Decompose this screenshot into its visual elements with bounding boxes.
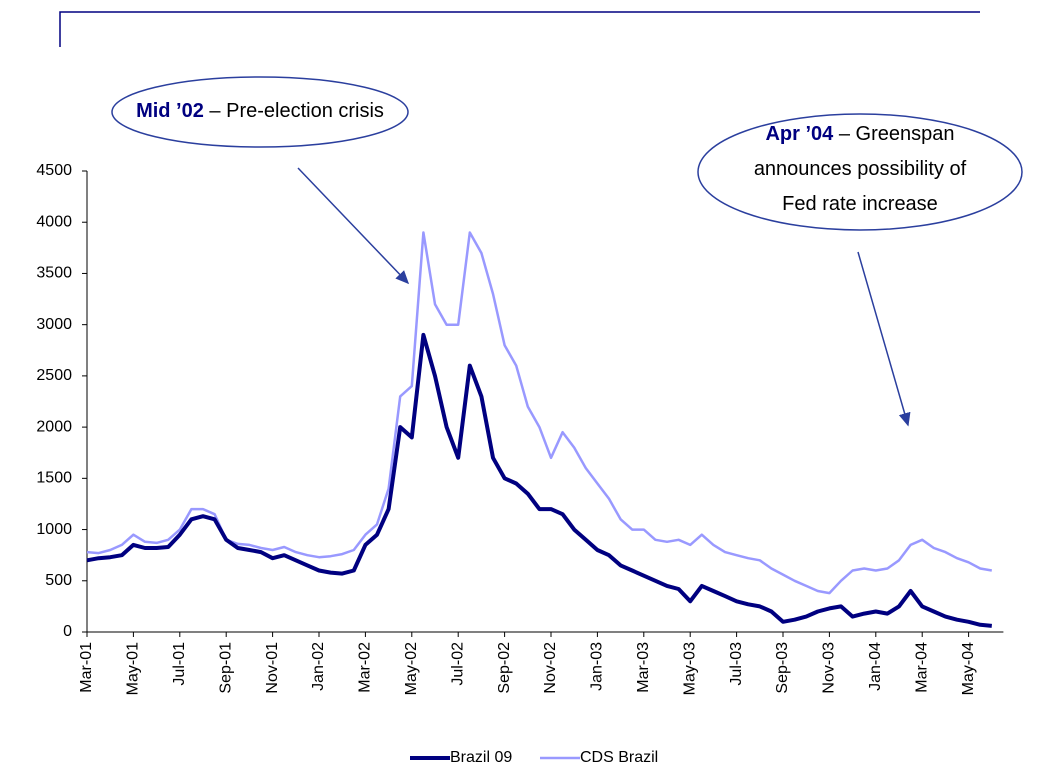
annotation-body: – Pre-election crisis <box>209 100 384 122</box>
x-tick-label: Jul-01 <box>171 642 188 686</box>
x-tick-label: Jan-02 <box>310 642 327 691</box>
annotation-text: Fed rate increase <box>782 193 938 215</box>
series-line <box>86 231 993 595</box>
x-tick-label: Sep-03 <box>774 642 791 694</box>
y-tick-label: 0 <box>63 623 72 640</box>
annotation-label: Mid ’02 <box>136 100 204 122</box>
y-tick-label: 1500 <box>36 470 72 487</box>
y-tick-label: 2500 <box>36 367 72 384</box>
x-tick-label: May-04 <box>960 642 977 695</box>
x-tick-label: Mar-03 <box>635 642 652 693</box>
y-tick-label: 2000 <box>36 418 72 435</box>
x-tick-label: Mar-01 <box>78 642 95 693</box>
x-tick-label: May-02 <box>403 642 420 695</box>
annotation-body: Fed rate increase <box>782 193 938 215</box>
series-line <box>86 332 992 628</box>
x-tick-label: May-03 <box>681 642 698 695</box>
x-tick-label: Nov-02 <box>542 642 559 694</box>
annotation-arrow <box>857 251 911 427</box>
frame <box>59 11 980 47</box>
y-tick-label: 3500 <box>36 265 72 282</box>
annotation-text: announces possibility of <box>754 158 967 180</box>
y-tick-label: 4500 <box>36 162 72 179</box>
annotation-body: announces possibility of <box>754 158 967 180</box>
y-tick-label: 1000 <box>36 521 72 538</box>
y-tick-label: 500 <box>45 572 72 589</box>
x-tick-label: Jul-02 <box>449 642 466 686</box>
x-tick-label: Sep-01 <box>217 642 234 694</box>
annotation-bubble <box>697 113 1023 231</box>
y-tick-label: 3000 <box>36 316 72 333</box>
annotation-bubble <box>111 76 409 148</box>
x-tick-label: Mar-02 <box>357 642 374 693</box>
x-tick-label: Mar-04 <box>913 642 930 693</box>
annotation-body: – Greenspan <box>839 123 955 145</box>
annotation-label: Apr ’04 <box>765 123 834 145</box>
annotation-arrow <box>297 167 410 285</box>
annotation-text: Mid ’02 – Pre-election crisis <box>136 100 384 122</box>
x-tick-label: Sep-02 <box>496 642 513 694</box>
x-tick-label: Jan-03 <box>589 642 606 691</box>
y-tick-label: 4000 <box>36 213 72 230</box>
legend-label: Brazil 09 <box>450 749 512 766</box>
x-tick-label: Nov-01 <box>264 642 281 694</box>
annotation-text: Apr ’04 – Greenspan <box>765 123 954 145</box>
x-tick-label: Nov-03 <box>821 642 838 694</box>
legend-label: CDS Brazil <box>580 749 658 766</box>
x-tick-label: Jul-03 <box>728 642 745 686</box>
x-tick-label: Jan-04 <box>867 642 884 691</box>
x-tick-label: May-01 <box>125 642 142 695</box>
